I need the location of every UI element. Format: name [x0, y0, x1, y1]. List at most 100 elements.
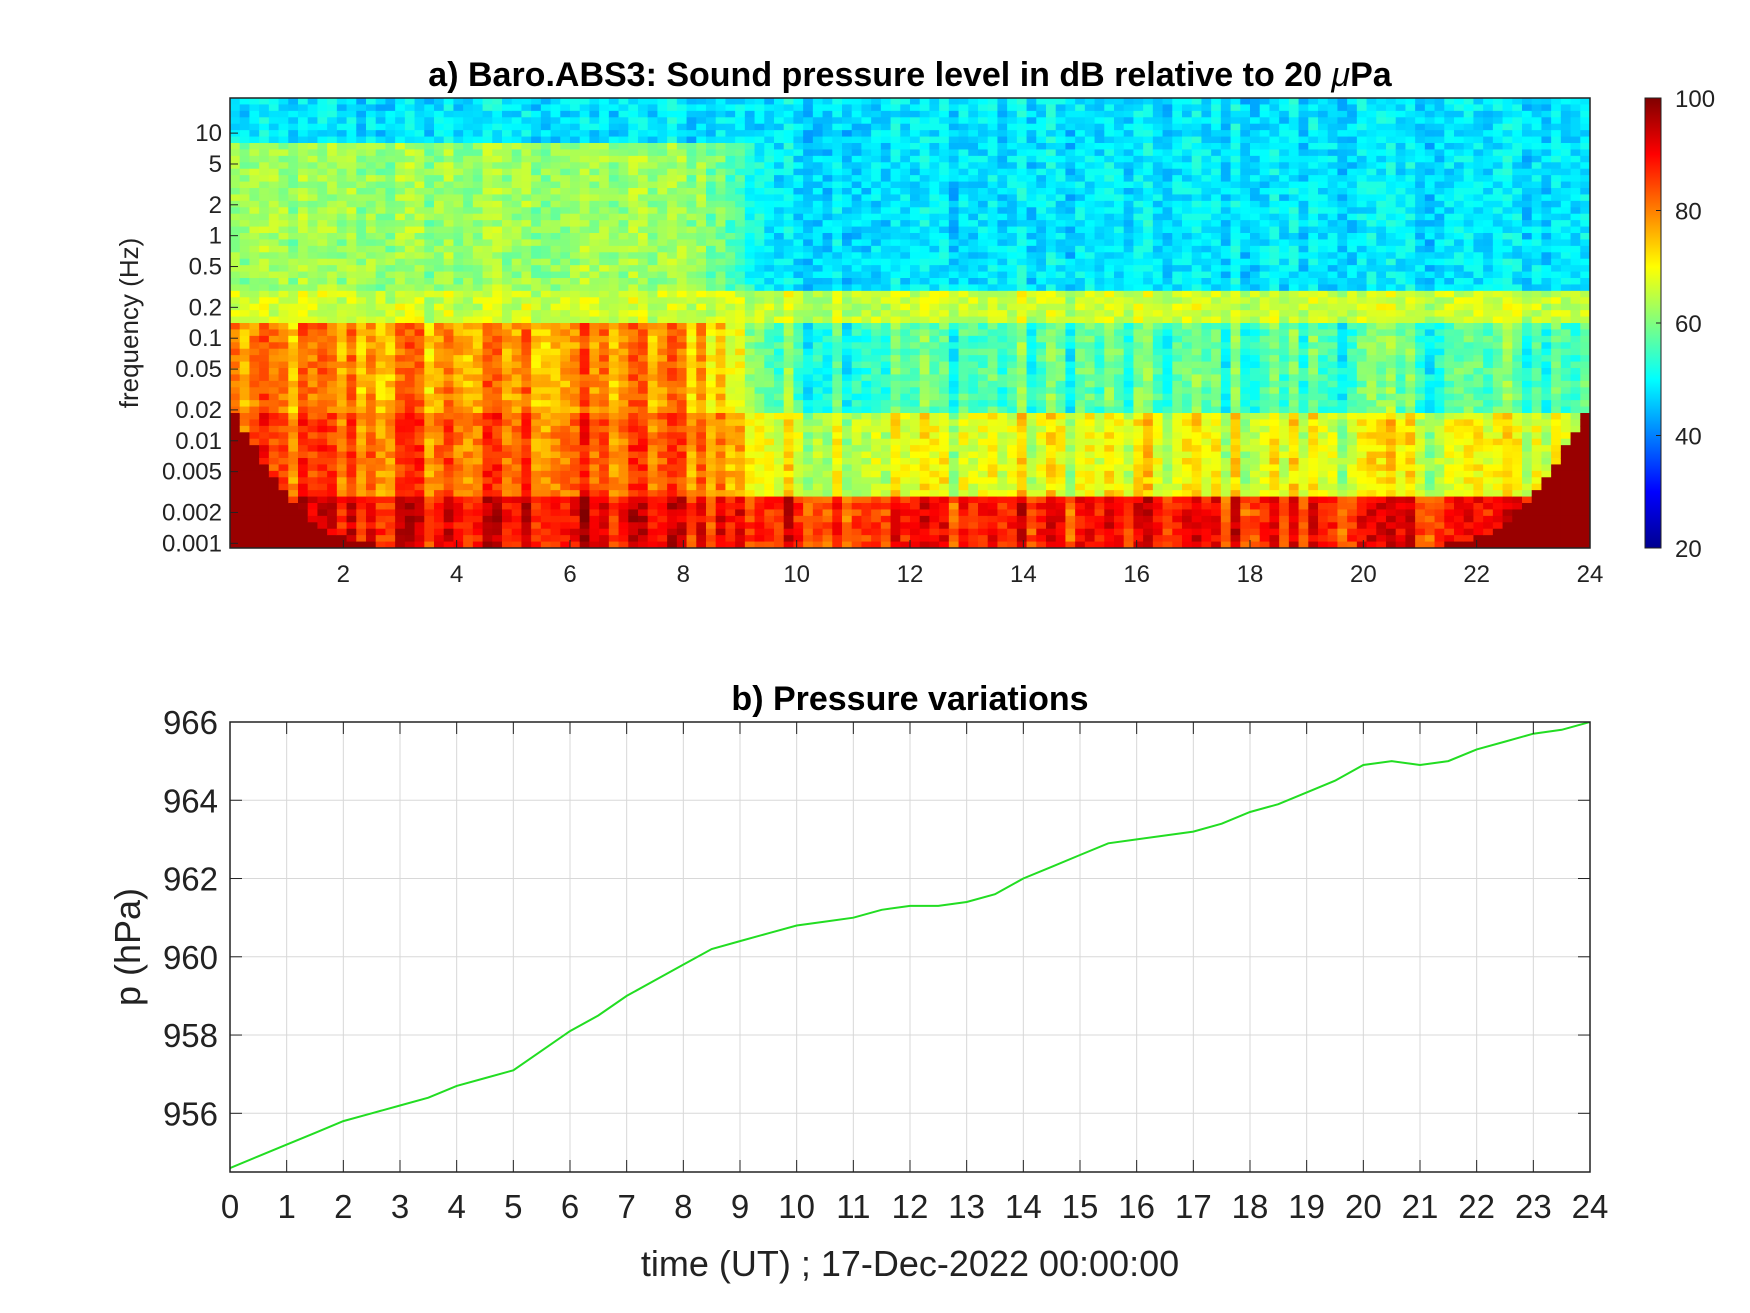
spectrogram-cell	[424, 393, 435, 401]
spectrogram-cell	[443, 387, 455, 395]
spectrogram-cell	[880, 200, 892, 208]
spectrogram-cell	[676, 207, 688, 215]
spectrogram-cell	[366, 155, 377, 163]
spectrogram-cell	[900, 110, 911, 118]
spectrogram-cell	[783, 496, 795, 504]
spectrogram-cell	[696, 136, 707, 144]
spectrogram-cell	[861, 265, 872, 273]
spectrogram-cell	[560, 393, 571, 401]
spectrogram-cell	[638, 130, 649, 138]
spectrogram-cell	[492, 258, 503, 266]
spectrogram-cell	[599, 342, 610, 350]
spectrogram-cell	[696, 168, 707, 176]
spectrogram-cell	[744, 361, 756, 369]
spectrogram-cell	[317, 470, 328, 478]
spectrogram-cell	[628, 406, 639, 414]
spectrogram-cell	[890, 316, 901, 324]
spectrogram-cell	[579, 445, 591, 453]
spectrogram-cell	[327, 438, 338, 446]
spectrogram-cell	[521, 265, 532, 273]
spectrogram-cell	[754, 136, 765, 144]
spectrogram-cell	[618, 445, 629, 453]
spectrogram-cell	[783, 406, 795, 414]
spectrogram-cell	[278, 239, 289, 247]
spectrogram-cell	[890, 258, 901, 266]
spectrogram-cell	[579, 233, 591, 241]
spectrogram-cell	[861, 245, 872, 253]
spectrogram-cell	[414, 515, 425, 523]
spectrogram-cell	[492, 361, 503, 369]
spectrogram-cell	[764, 470, 775, 478]
spectrogram-cell	[861, 503, 872, 511]
spectrogram-cell	[317, 535, 328, 543]
spectrogram-cell	[910, 233, 921, 241]
spectrogram-cell	[803, 432, 814, 440]
spectrogram-cell	[268, 400, 280, 408]
spectrogram-cell	[434, 213, 445, 221]
spectrogram-cell	[395, 316, 406, 324]
spectrogram-cell	[900, 368, 911, 376]
spectrogram-cell	[754, 483, 765, 491]
spectrogram-cell	[842, 258, 853, 266]
spectrogram-cell	[453, 387, 464, 395]
spectrogram-cell	[375, 400, 387, 408]
spectrogram-cell	[230, 541, 241, 548]
spectrogram-cell	[482, 258, 493, 266]
spectrogram-cell	[696, 220, 707, 228]
spectrogram-cell	[774, 162, 785, 170]
spectrogram-cell	[822, 194, 833, 202]
spectrogram-cell	[725, 413, 736, 421]
spectrogram-cell	[375, 168, 387, 176]
spectrogram-cell	[317, 175, 328, 183]
spectrogram-cell	[589, 110, 600, 118]
spectrogram-cell	[259, 149, 270, 157]
spectrogram-cell	[404, 425, 416, 433]
spectrogram-cell	[356, 175, 367, 183]
spectrogram-cell	[599, 303, 610, 311]
spectrogram-cell	[550, 117, 561, 125]
spectrogram-cell	[803, 258, 814, 266]
spectrogram-cell	[521, 162, 532, 170]
spectrogram-cell	[618, 168, 629, 176]
spectrogram-cell	[871, 393, 882, 401]
spectrogram-cell	[492, 233, 503, 241]
spectrogram-cell	[822, 168, 833, 176]
spectrogram-cell	[628, 425, 639, 433]
spectrogram-cell	[570, 483, 581, 491]
spectrogram-cell	[754, 130, 765, 138]
spectrogram-cell	[812, 207, 824, 215]
spectrogram-cell	[900, 477, 911, 485]
spectrogram-cell	[472, 355, 484, 363]
spectrogram-cell	[560, 104, 571, 112]
spectrogram-cell	[822, 425, 833, 433]
spectrogram-cell	[502, 483, 513, 491]
spectrogram-cell	[812, 419, 824, 427]
spectrogram-cell	[472, 168, 484, 176]
spectrogram-cell	[366, 368, 377, 376]
spectrogram-cell	[521, 451, 532, 459]
spectrogram-cell	[803, 451, 814, 459]
spectrogram-cell	[511, 425, 523, 433]
spectrogram-cell	[890, 278, 901, 286]
spectrogram-cell	[492, 130, 503, 138]
spectrogram-cell	[375, 374, 387, 382]
spectrogram-cell	[570, 143, 581, 151]
spectrogram-cell	[871, 400, 882, 408]
spectrogram-cell	[618, 406, 629, 414]
spectrogram-cell	[366, 458, 377, 466]
spectrogram-cell	[744, 348, 756, 356]
spectrogram-cell	[900, 483, 911, 491]
spectrogram-cell	[531, 470, 542, 478]
spectrogram-cell	[861, 297, 872, 305]
spectrogram-cell	[628, 483, 639, 491]
spectrogram-cell	[327, 522, 338, 530]
spectrogram-cell	[521, 188, 532, 196]
spectrogram-cell	[278, 503, 289, 511]
spectrogram-cell	[259, 335, 270, 343]
spectrogram-cell	[366, 271, 377, 279]
spectrogram-cell	[676, 509, 688, 517]
spectrogram-cell	[803, 323, 814, 331]
spectrogram-cell	[608, 284, 620, 292]
spectrogram-cell	[579, 130, 591, 138]
spectrogram-cell	[560, 387, 571, 395]
